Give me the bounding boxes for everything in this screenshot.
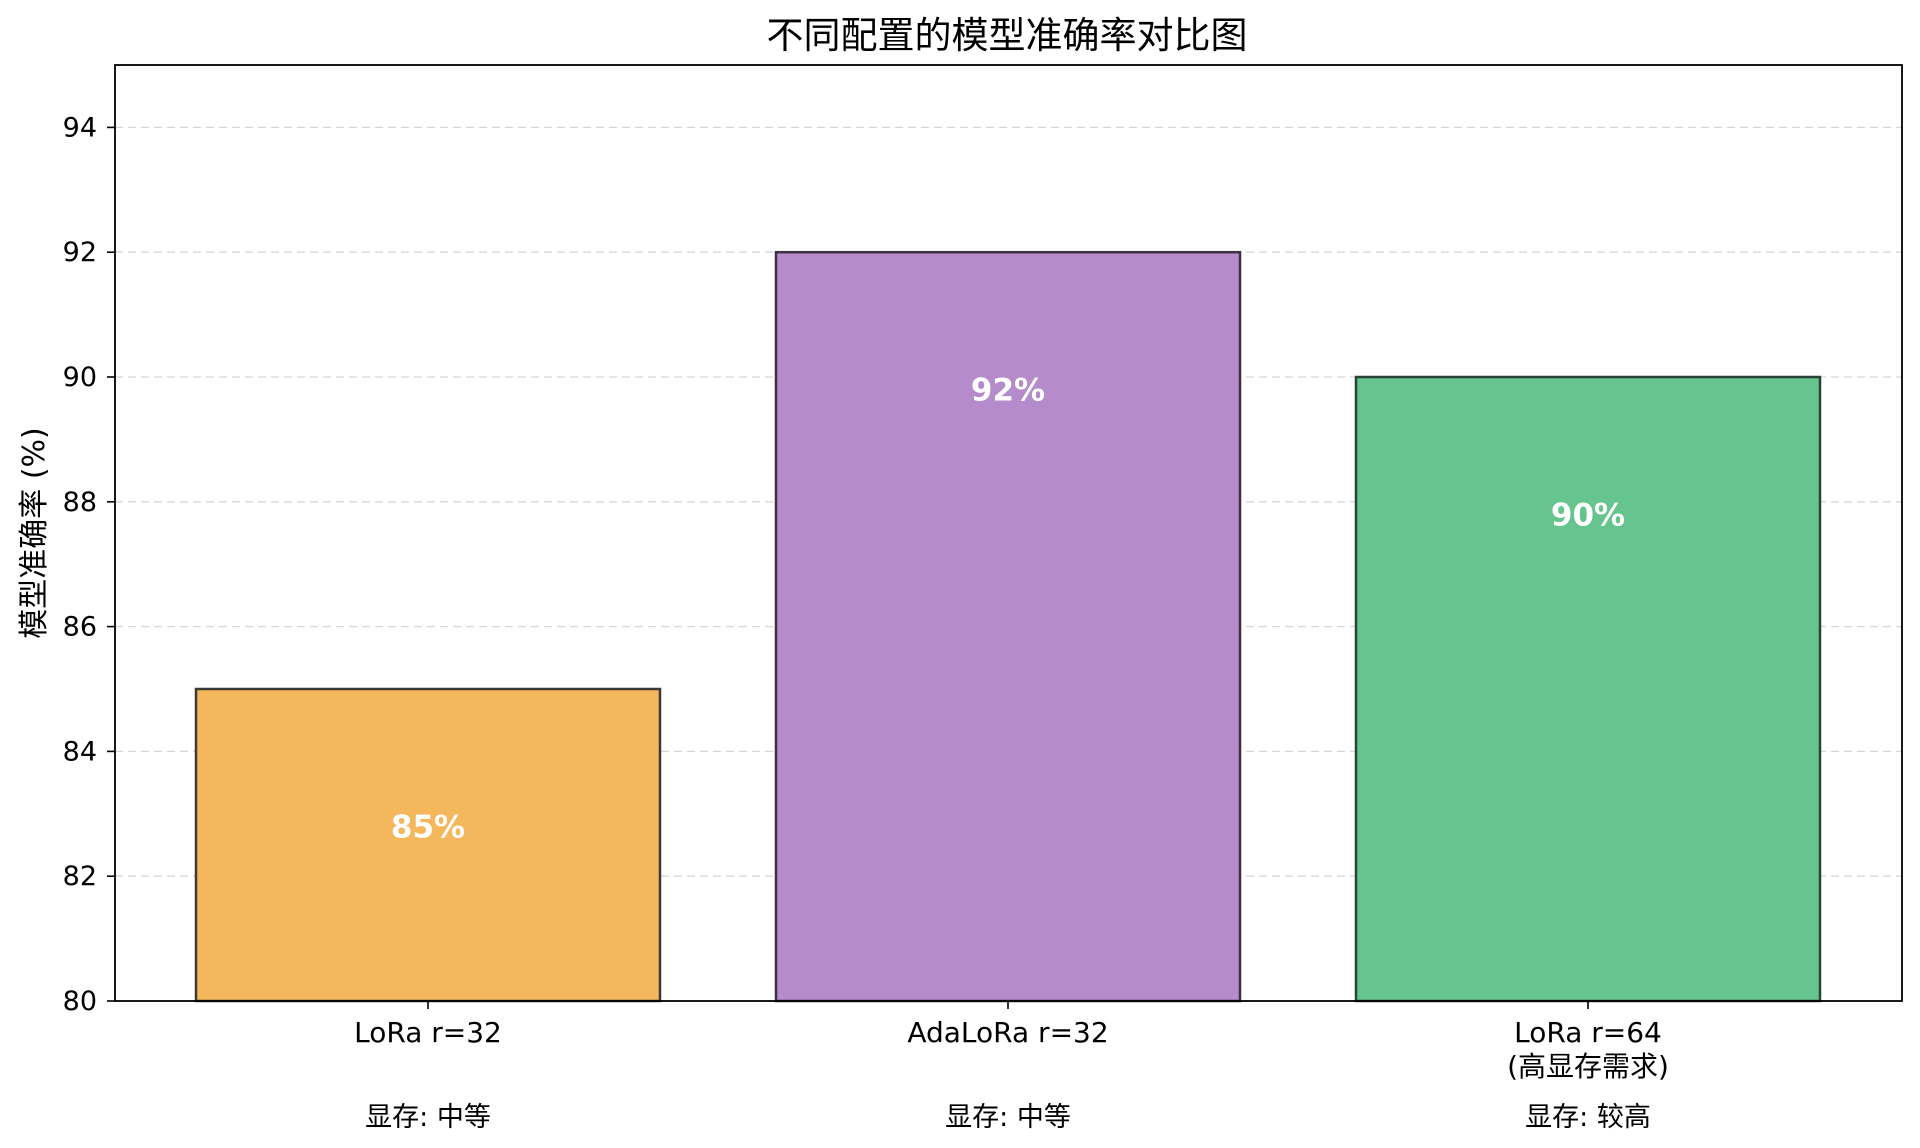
x-tick-label: (高显存需求)	[1507, 1050, 1669, 1083]
axis-ticks	[107, 126, 1589, 1009]
memory-annotation: 显存: 中等	[945, 1102, 1071, 1133]
y-tick-label: 84	[63, 736, 97, 767]
y-axis-label: 模型准确率 (%)	[17, 427, 52, 638]
bar-value-label: 90%	[1551, 497, 1625, 533]
x-tick-label: LoRa r=32	[354, 1016, 502, 1049]
y-tick-label: 88	[63, 487, 97, 518]
y-tick-label: 90	[63, 362, 97, 393]
y-tick-label: 92	[63, 237, 97, 268]
x-tick-label: LoRa r=64	[1514, 1016, 1662, 1049]
bars: 85% 92% 90%	[194, 250, 1822, 1003]
bar	[194, 687, 662, 1003]
bar	[1354, 375, 1822, 1003]
bar	[774, 250, 1242, 1003]
memory-annotation: 显存: 较高	[1525, 1102, 1651, 1133]
y-tick-label: 94	[63, 112, 97, 143]
y-tick-label: 86	[63, 612, 97, 643]
chart-title: 不同配置的模型准确率对比图	[767, 14, 1248, 57]
bar-value-label: 85%	[391, 809, 465, 845]
x-tick-label: AdaLoRa r=32	[907, 1016, 1108, 1049]
axis-labels: 80 82 84 86 88 90 92 94 LoRa r=32 显存: 中等 AdaLoRa r…	[63, 112, 1669, 1133]
y-tick-label: 82	[63, 861, 97, 892]
y-tick-label: 80	[63, 986, 97, 1017]
memory-annotation: 显存: 中等	[365, 1102, 491, 1133]
bar-value-label: 92%	[971, 372, 1045, 408]
